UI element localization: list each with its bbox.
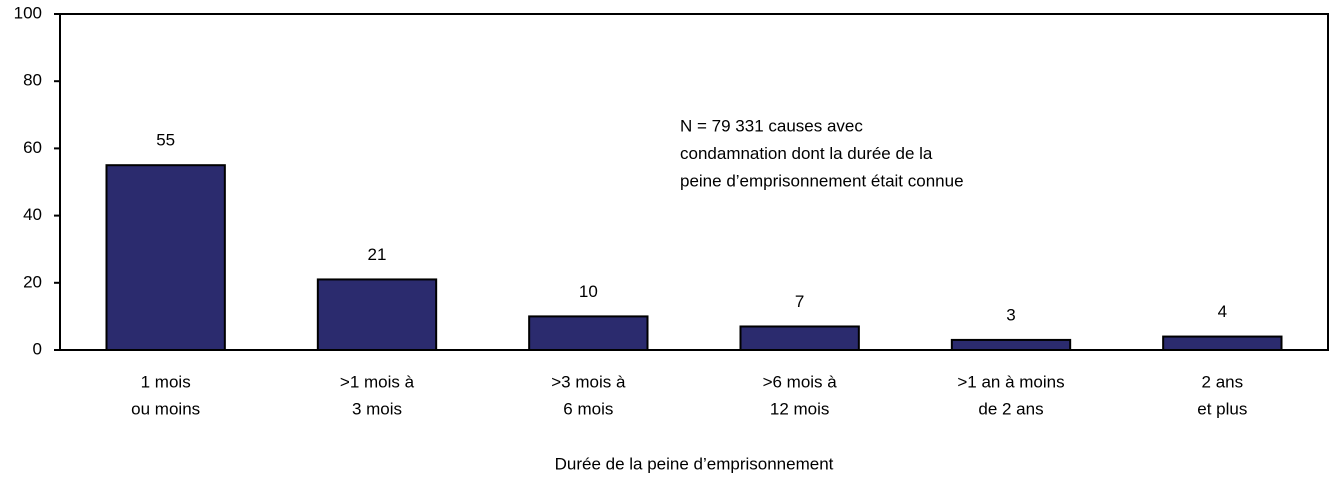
annotation: condamnation dont la durée de la: [680, 144, 933, 163]
y-tick-label: 60: [23, 138, 42, 157]
annotation: peine d’emprisonnement était connue: [680, 171, 964, 190]
y-tick-label: 0: [33, 339, 42, 358]
y-tick-label: 40: [23, 205, 42, 224]
bar: [950, 338, 1072, 352]
y-tick-label: 20: [23, 272, 42, 291]
value-label: 7: [795, 292, 804, 311]
x-tick-label: >1 mois à: [340, 372, 415, 391]
bar: [316, 278, 438, 351]
x-tick-label: de 2 ans: [978, 399, 1043, 418]
value-label: 3: [1006, 305, 1015, 324]
plot-frame: [59, 13, 1329, 351]
x-tick-label: 2 ans: [1202, 372, 1244, 391]
x-tick-label: 6 mois: [563, 399, 613, 418]
x-tick-label: >1 an à moins: [957, 372, 1064, 391]
bar: [105, 164, 226, 351]
x-tick-label: et plus: [1197, 399, 1247, 418]
bar: [528, 315, 649, 351]
value-label: 10: [579, 282, 598, 301]
y-tick-label: 80: [23, 71, 42, 90]
value-label: 21: [368, 245, 387, 264]
y-tick-label: 100: [14, 3, 42, 22]
value-label: 4: [1218, 302, 1227, 321]
value-label: 55: [156, 131, 175, 150]
bar: [1162, 335, 1283, 351]
x-tick-label: ou moins: [131, 399, 200, 418]
annotation: N = 79 331 causes avec: [680, 116, 863, 135]
x-tick-label: >3 mois à: [551, 372, 626, 391]
x-tick-label: 12 mois: [770, 399, 830, 418]
x-tick-label: >6 mois à: [763, 372, 838, 391]
bar: [739, 325, 860, 352]
x-tick-label: 3 mois: [352, 399, 402, 418]
x-tick-label: 1 mois: [141, 372, 191, 391]
x-axis-label: Durée de la peine d’emprisonnement: [555, 454, 834, 473]
